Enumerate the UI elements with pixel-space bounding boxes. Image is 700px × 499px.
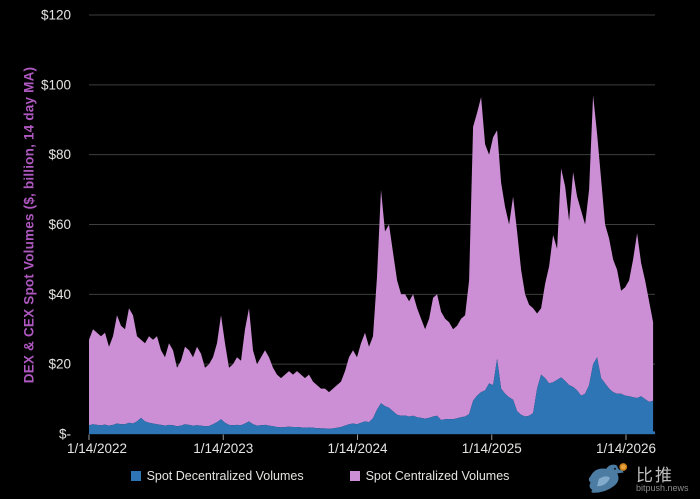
y-tick-label: $40 [48, 287, 71, 302]
y-tick-label: $100 [41, 77, 71, 92]
bird-icon [588, 463, 628, 493]
legend: Spot Decentralized Volumes Spot Centrali… [0, 469, 640, 483]
y-tick-label: $- [59, 427, 71, 442]
volume-area-chart: $120 $100 $80 $60 $40 $20 $-1/14/2022 1/14/2023… [41, 8, 656, 457]
legend-label-decentralized: Spot Decentralized Volumes [146, 469, 304, 483]
coin-icon [619, 463, 628, 471]
x-tick-label: 1/14/2022 [67, 441, 127, 456]
y-tick-label: $20 [48, 357, 71, 372]
x-tick-label: 1/14/2025 [462, 441, 522, 456]
watermark-cn-text: 比推 [636, 466, 674, 485]
legend-item-centralized: Spot Centralized Volumes [349, 469, 510, 483]
y-tick-label: $120 [41, 8, 71, 23]
legend-label-centralized: Spot Centralized Volumes [365, 469, 510, 483]
y-tick-label: $60 [48, 217, 71, 232]
y-axis-title: DEX & CEX Spot Volumes ($, billion, 14 d… [21, 66, 37, 384]
bitpush-logo: 比推 bitpush.news [586, 455, 696, 499]
x-tick-label: 1/14/2026 [596, 441, 656, 456]
legend-swatch-centralized [349, 471, 360, 481]
x-tick-label: 1/14/2023 [193, 441, 253, 456]
y-tick-label: $80 [48, 147, 71, 162]
centralized-area [89, 95, 654, 429]
watermark-domain-text: bitpush.news [636, 483, 689, 493]
x-tick-label: 1/14/2024 [327, 441, 388, 456]
legend-swatch-decentralized [130, 471, 141, 481]
legend-item-decentralized: Spot Decentralized Volumes [130, 469, 304, 483]
decentralized-area [89, 357, 654, 434]
x-axis-line [89, 431, 655, 435]
